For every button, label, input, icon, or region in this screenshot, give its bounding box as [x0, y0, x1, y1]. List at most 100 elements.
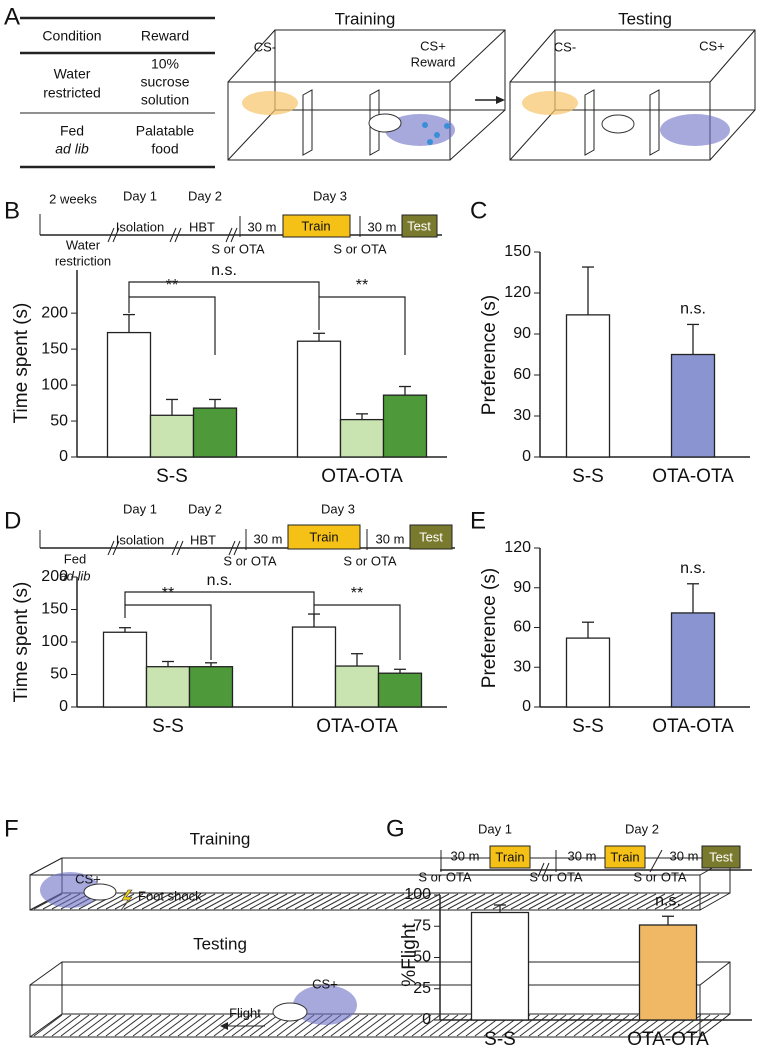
hatch [186, 1014, 216, 1037]
test-box [401, 214, 438, 238]
diagram-title: Testing [618, 9, 672, 28]
y-tick-label: 30 [513, 407, 531, 424]
flight-diagram: Training CS+ Foot shock Testing Flight C… [29, 829, 731, 1038]
panel-label: F [4, 815, 19, 842]
hatch [429, 893, 459, 910]
cue [385, 114, 455, 146]
charts: 0 50 100 150 200 Time spent (s) S-S OTA-OTA ** **… [11, 243, 752, 1050]
x-tick-label: S-S [572, 716, 604, 737]
timeline-label: Day 2 [188, 501, 222, 516]
timeline-label: Train [495, 849, 524, 864]
y-tick-label: 150 [41, 340, 68, 357]
significance-label: n.s. [655, 892, 681, 909]
hatch [123, 893, 153, 910]
panel-label: D [4, 507, 21, 534]
hatch [546, 1014, 576, 1037]
hatch [303, 893, 333, 910]
y-axis-label: Time spent (s) [11, 303, 32, 424]
hatch [672, 893, 702, 910]
hatch [321, 893, 351, 910]
y-tick-label: 25 [413, 980, 431, 997]
hatch [393, 893, 423, 910]
hatch [141, 893, 171, 910]
hatch [393, 1014, 423, 1037]
bar [296, 340, 342, 458]
hatch [510, 893, 540, 910]
bar [670, 612, 716, 708]
hatch [519, 893, 549, 910]
hatch [366, 1014, 396, 1037]
timeline-label: S or OTA [223, 553, 277, 568]
timeline-label: HBT [190, 532, 216, 547]
hatch [447, 893, 477, 910]
hatch [87, 1014, 117, 1037]
hatch [69, 1014, 99, 1037]
bar [377, 672, 423, 708]
mouse [368, 113, 402, 133]
hatch [357, 1014, 387, 1037]
bar [470, 911, 530, 1021]
timeline-label: S or OTA [343, 553, 397, 568]
significance-label: ** [356, 277, 368, 294]
timeline-label: 30 m [451, 848, 480, 863]
hatch [681, 893, 711, 910]
significance-label: n.s. [207, 572, 233, 589]
timeline-label: 2 weeks [49, 191, 97, 206]
hatch [348, 1014, 378, 1037]
hatch [141, 1014, 171, 1037]
timeline-label: S or OTA [333, 241, 387, 256]
hatch [150, 1014, 180, 1037]
x-tick-label: S-S [572, 466, 604, 487]
bar-chart: 0 25 50 75 100 %Flight S-S OTA-OTA n.s. [399, 886, 752, 1050]
y-tick-label: 0 [59, 698, 68, 715]
hatch [609, 893, 639, 910]
x-tick-label: S-S [156, 466, 188, 487]
cs-label: Reward [411, 54, 456, 69]
bar [670, 353, 716, 458]
hatch [528, 893, 558, 910]
table-cell: ad lib [55, 141, 89, 157]
diagram-title: Training [335, 9, 396, 28]
y-axis-label: Preference (s) [479, 568, 500, 688]
mouse [601, 114, 635, 134]
bar [188, 666, 234, 708]
hatch [186, 893, 216, 910]
timeline-label: Day 3 [321, 501, 355, 516]
table-cell: food [151, 141, 178, 157]
diagram-label: Foot shock [138, 888, 202, 903]
hatch [33, 1014, 63, 1037]
y-axis-label: Preference (s) [479, 295, 500, 415]
hatch [204, 893, 234, 910]
bar [334, 665, 380, 708]
hatch [411, 893, 441, 910]
hatch [339, 1014, 369, 1037]
y-tick-label: 60 [513, 619, 531, 636]
bar [291, 626, 337, 708]
hatch [375, 1014, 405, 1037]
bar [565, 637, 611, 708]
break-mark [107, 540, 241, 556]
hatch [690, 893, 720, 910]
cue [522, 91, 578, 115]
hatch [222, 893, 252, 910]
timeline-label: Day 3 [313, 188, 347, 203]
break-mark [107, 227, 238, 243]
hatch [501, 893, 531, 910]
timeline-label: 30 m [368, 219, 397, 234]
timeline-label: ad lib [59, 568, 90, 583]
bar [106, 331, 152, 458]
panel-labels: A B C D E F G [4, 3, 487, 842]
hatch [456, 893, 486, 910]
panel-label: E [470, 507, 486, 534]
hatch [114, 1014, 144, 1037]
train-box [489, 845, 531, 869]
bar [192, 407, 238, 458]
hatch [285, 893, 315, 910]
significance-label: ** [162, 585, 174, 602]
hatch [42, 1014, 72, 1037]
panel-label: B [4, 197, 20, 224]
hatch [555, 1014, 585, 1037]
y-tick-label: 30 [513, 658, 531, 675]
y-tick-label: 120 [504, 539, 531, 556]
